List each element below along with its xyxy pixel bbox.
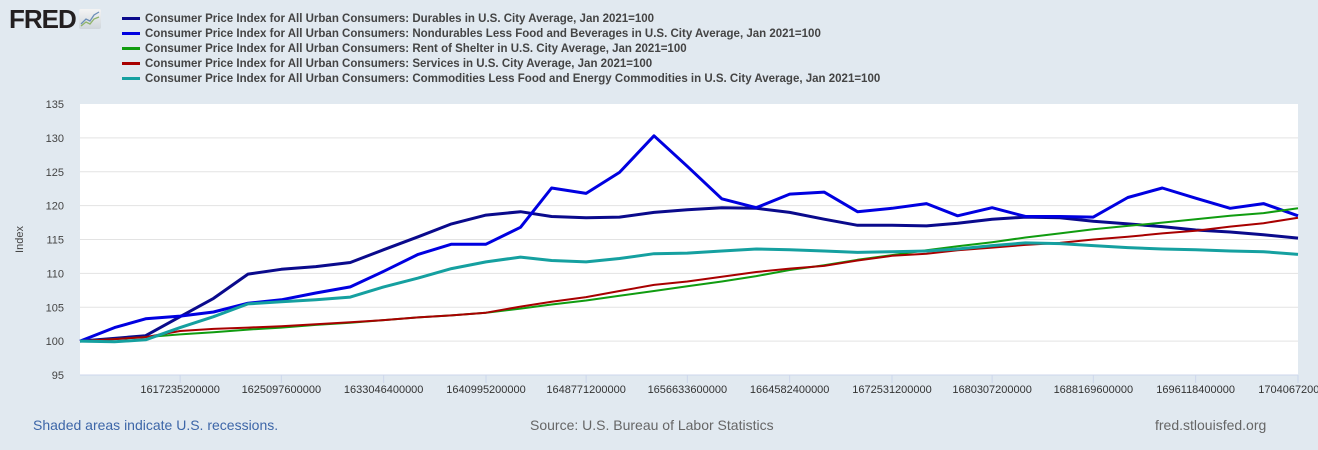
y-tick-label: 105 [46,302,64,314]
chart-legend: Consumer Price Index for All Urban Consu… [122,11,880,86]
x-tick-label: 1688169600000 [1054,384,1134,396]
series-line-3 [79,216,1299,343]
legend-label: Consumer Price Index for All Urban Consu… [145,12,655,25]
x-tick-label: 1648771200000 [546,384,626,396]
legend-label: Consumer Price Index for All Urban Consu… [145,72,881,85]
legend-item[interactable]: Consumer Price Index for All Urban Consu… [122,41,880,56]
legend-swatch [122,17,140,20]
x-tick-label: 1640995200000 [446,384,526,396]
legend-swatch [122,47,140,50]
recession-note: Shaded areas indicate U.S. recessions. [33,417,279,433]
legend-label: Consumer Price Index for All Urban Consu… [145,42,687,55]
x-tick-label: 1672531200000 [852,384,932,396]
fred-logo[interactable]: FRED [9,6,101,32]
y-tick-label: 110 [46,268,64,280]
legend-item[interactable]: Consumer Price Index for All Urban Consu… [122,71,880,86]
site-link[interactable]: fred.stlouisfed.org [1155,417,1267,433]
x-tick-label: 1696118400000 [1156,384,1235,396]
y-tick-label: 125 [46,167,64,179]
x-tick-label: 1633046400000 [344,384,424,396]
series-line-4 [79,241,1299,344]
y-tick-label: 120 [46,201,64,213]
source-text: Source: U.S. Bureau of Labor Statistics [530,417,774,433]
line-chart: 95 100 105 110 115 120 125 130 135 Index 161723520… [14,99,1318,396]
x-tick-label: 1664582400000 [750,384,830,396]
y-tick-label: 100 [46,336,64,348]
fred-chart-icon [78,9,101,29]
x-tick-label: 1680307200000 [952,384,1032,396]
legend-item[interactable]: Consumer Price Index for All Urban Consu… [122,56,880,71]
y-axis-label: Index [14,226,26,253]
y-tick-label: 95 [52,370,64,382]
legend-item[interactable]: Consumer Price Index for All Urban Consu… [122,26,880,41]
legend-label: Consumer Price Index for All Urban Consu… [145,57,653,70]
legend-item[interactable]: Consumer Price Index for All Urban Consu… [122,11,880,26]
x-tick-label: 1625097600000 [242,384,322,396]
y-tick-label: 130 [46,133,64,145]
x-tick-label: 1617235200000 [140,384,220,396]
x-tick-label: 1656633600000 [648,384,728,396]
fred-logo-text: FRED [9,4,77,34]
y-tick-label: 135 [46,99,64,111]
legend-swatch [122,62,140,65]
y-tick-label: 115 [46,235,64,247]
series-line-2 [79,207,1299,343]
series-line-1 [79,134,1299,343]
legend-swatch [122,77,140,80]
series-line-0 [79,206,1299,343]
legend-label: Consumer Price Index for All Urban Consu… [145,27,821,40]
legend-swatch [122,32,140,35]
x-tick-label: 1704067200000 [1258,384,1318,396]
